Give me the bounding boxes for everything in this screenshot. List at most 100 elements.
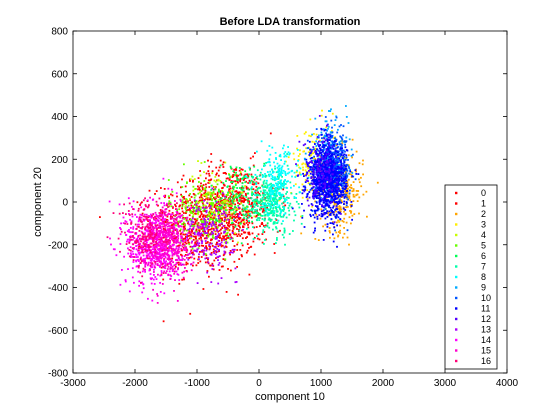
- data-point: [213, 206, 216, 208]
- data-point: [334, 178, 337, 180]
- data-point: [317, 176, 320, 179]
- data-point: [184, 233, 186, 236]
- data-point: [333, 180, 336, 182]
- data-point: [192, 221, 195, 223]
- data-point: [241, 177, 243, 180]
- data-point: [210, 194, 212, 197]
- data-point: [297, 174, 300, 177]
- data-point: [244, 208, 246, 211]
- data-point: [206, 228, 209, 230]
- data-point: [325, 134, 328, 136]
- data-point: [253, 183, 255, 186]
- data-point: [202, 215, 204, 218]
- data-point: [217, 196, 220, 198]
- data-point: [308, 183, 311, 186]
- data-point: [339, 175, 341, 177]
- data-point: [334, 209, 337, 211]
- data-point: [341, 142, 344, 145]
- data-point: [208, 174, 211, 177]
- data-point: [300, 232, 303, 235]
- data-point: [163, 236, 165, 239]
- data-point: [208, 172, 210, 175]
- data-point: [204, 240, 207, 242]
- data-point: [332, 193, 335, 195]
- data-point: [349, 199, 352, 202]
- data-point: [208, 244, 211, 246]
- data-point: [345, 221, 348, 224]
- data-point: [346, 176, 348, 178]
- data-point: [237, 233, 240, 236]
- data-point: [277, 206, 279, 209]
- data-point: [336, 165, 339, 168]
- data-point: [235, 209, 238, 211]
- series-13: [168, 187, 244, 285]
- data-point: [206, 214, 209, 217]
- data-point: [178, 258, 181, 261]
- data-point: [202, 210, 205, 212]
- data-point: [327, 196, 330, 198]
- data-point: [205, 186, 208, 189]
- data-point: [246, 217, 249, 219]
- data-point: [329, 110, 332, 112]
- data-point: [329, 222, 332, 224]
- data-point: [332, 159, 335, 162]
- data-point: [324, 164, 327, 167]
- data-point: [313, 216, 316, 219]
- data-point: [315, 128, 318, 130]
- data-point: [214, 176, 217, 178]
- data-point: [155, 229, 158, 232]
- data-point: [319, 152, 322, 155]
- data-point: [240, 233, 243, 235]
- data-point: [337, 171, 340, 174]
- data-point: [343, 140, 346, 142]
- data-point: [202, 223, 205, 226]
- data-point: [331, 167, 334, 169]
- data-point: [306, 173, 308, 175]
- data-point: [219, 217, 222, 220]
- plot-area: [73, 31, 507, 373]
- data-point: [273, 178, 275, 181]
- data-point: [332, 165, 334, 168]
- data-point: [245, 214, 248, 217]
- data-point: [168, 200, 171, 203]
- data-point: [200, 199, 202, 202]
- data-point: [343, 175, 345, 178]
- data-point: [266, 196, 269, 198]
- data-point: [321, 146, 324, 148]
- data-point: [182, 221, 185, 224]
- data-point: [352, 193, 355, 196]
- data-point: [192, 232, 195, 235]
- data-point: [323, 168, 326, 170]
- data-point: [236, 235, 239, 237]
- data-point: [295, 174, 298, 177]
- data-point: [339, 183, 342, 186]
- data-point: [325, 191, 328, 194]
- data-point: [360, 185, 363, 188]
- data-point: [259, 225, 261, 228]
- data-point: [295, 171, 298, 174]
- data-point: [257, 212, 260, 214]
- data-point: [242, 228, 244, 231]
- data-point: [215, 166, 218, 169]
- data-point: [337, 177, 340, 180]
- data-point: [210, 216, 212, 219]
- data-point: [329, 183, 331, 186]
- data-point: [260, 140, 263, 143]
- data-point: [332, 175, 334, 178]
- data-point: [324, 177, 327, 179]
- data-point: [323, 187, 326, 190]
- data-point: [250, 186, 253, 188]
- data-point: [224, 197, 227, 199]
- data-point: [265, 162, 267, 164]
- data-point: [339, 218, 342, 221]
- data-point: [269, 164, 272, 167]
- data-point: [238, 258, 241, 260]
- data-point: [129, 252, 132, 255]
- data-point: [228, 198, 231, 201]
- data-point: [316, 218, 319, 220]
- data-point: [321, 162, 324, 165]
- data-point: [309, 149, 312, 152]
- data-point: [143, 213, 146, 216]
- data-point: [323, 201, 326, 204]
- data-point: [159, 274, 162, 277]
